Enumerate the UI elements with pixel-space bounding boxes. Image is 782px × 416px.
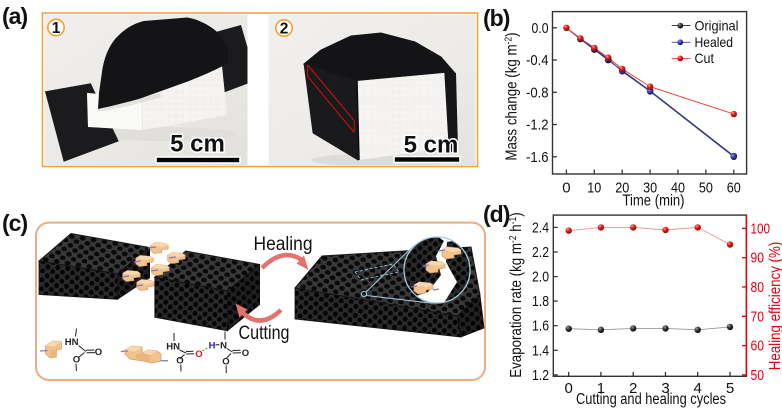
- svg-text:5: 5: [726, 380, 734, 397]
- svg-text:10: 10: [587, 180, 601, 197]
- svg-text:2.4: 2.4: [532, 219, 549, 236]
- svg-text:N: N: [220, 340, 227, 351]
- svg-text:70: 70: [751, 309, 765, 325]
- svg-text:1.8: 1.8: [532, 293, 549, 310]
- svg-text:HN: HN: [166, 341, 180, 352]
- svg-text:-1.6: -1.6: [526, 149, 549, 166]
- svg-text:Healing: Healing: [254, 234, 313, 255]
- svg-text:0: 0: [565, 380, 573, 397]
- svg-text:Healed: Healed: [695, 34, 734, 50]
- svg-text:H: H: [209, 341, 216, 352]
- svg-text:-0.4: -0.4: [526, 52, 549, 69]
- svg-text:4: 4: [694, 380, 702, 397]
- svg-text:2: 2: [280, 21, 289, 38]
- svg-text:O: O: [73, 355, 80, 366]
- svg-text:1.6: 1.6: [532, 318, 549, 335]
- svg-text:30: 30: [643, 180, 657, 197]
- svg-text:HN: HN: [65, 337, 79, 348]
- svg-text:5 cm: 5 cm: [404, 132, 459, 159]
- svg-text:60: 60: [727, 180, 741, 197]
- svg-text:50: 50: [699, 180, 713, 197]
- svg-text:1.2: 1.2: [532, 367, 549, 384]
- svg-text:2.2: 2.2: [532, 244, 549, 261]
- svg-text:5 cm: 5 cm: [170, 131, 225, 158]
- svg-text:40: 40: [671, 180, 685, 197]
- svg-text:2: 2: [629, 380, 637, 397]
- svg-text:O: O: [242, 348, 249, 359]
- svg-text:O: O: [95, 347, 102, 358]
- svg-text:60: 60: [751, 339, 765, 355]
- svg-text:20: 20: [615, 180, 629, 197]
- svg-text:-0.8: -0.8: [526, 84, 549, 101]
- svg-text:1: 1: [597, 380, 605, 397]
- svg-text:O: O: [176, 356, 183, 367]
- svg-text:3: 3: [661, 380, 669, 397]
- svg-text:Time (min): Time (min): [623, 193, 685, 210]
- svg-text:80: 80: [751, 280, 765, 296]
- svg-text:Original: Original: [695, 17, 739, 33]
- svg-text:0: 0: [562, 180, 570, 197]
- svg-text:-1.2: -1.2: [526, 117, 549, 134]
- svg-text:1.4: 1.4: [532, 342, 549, 359]
- svg-text:Cutting and healing cycles: Cutting and healing cycles: [576, 391, 726, 408]
- svg-text:100: 100: [751, 221, 771, 237]
- svg-text:O: O: [195, 349, 202, 360]
- svg-text:90: 90: [751, 251, 765, 267]
- svg-text:1: 1: [52, 20, 61, 37]
- svg-text:Cut: Cut: [695, 50, 715, 66]
- svg-text:Evaporation rate (kg m-2 h-1): Evaporation rate (kg m-2 h-1): [507, 212, 525, 377]
- svg-text:Cutting: Cutting: [239, 323, 290, 344]
- svg-text:Healing efficiency (%): Healing efficiency (%): [767, 242, 782, 371]
- svg-text:O: O: [222, 356, 229, 367]
- svg-text:50: 50: [751, 368, 765, 384]
- svg-text:Mass change (kg m-2): Mass change (kg m-2): [503, 32, 521, 160]
- svg-text:0.0: 0.0: [532, 20, 549, 37]
- svg-text:2.0: 2.0: [532, 269, 549, 286]
